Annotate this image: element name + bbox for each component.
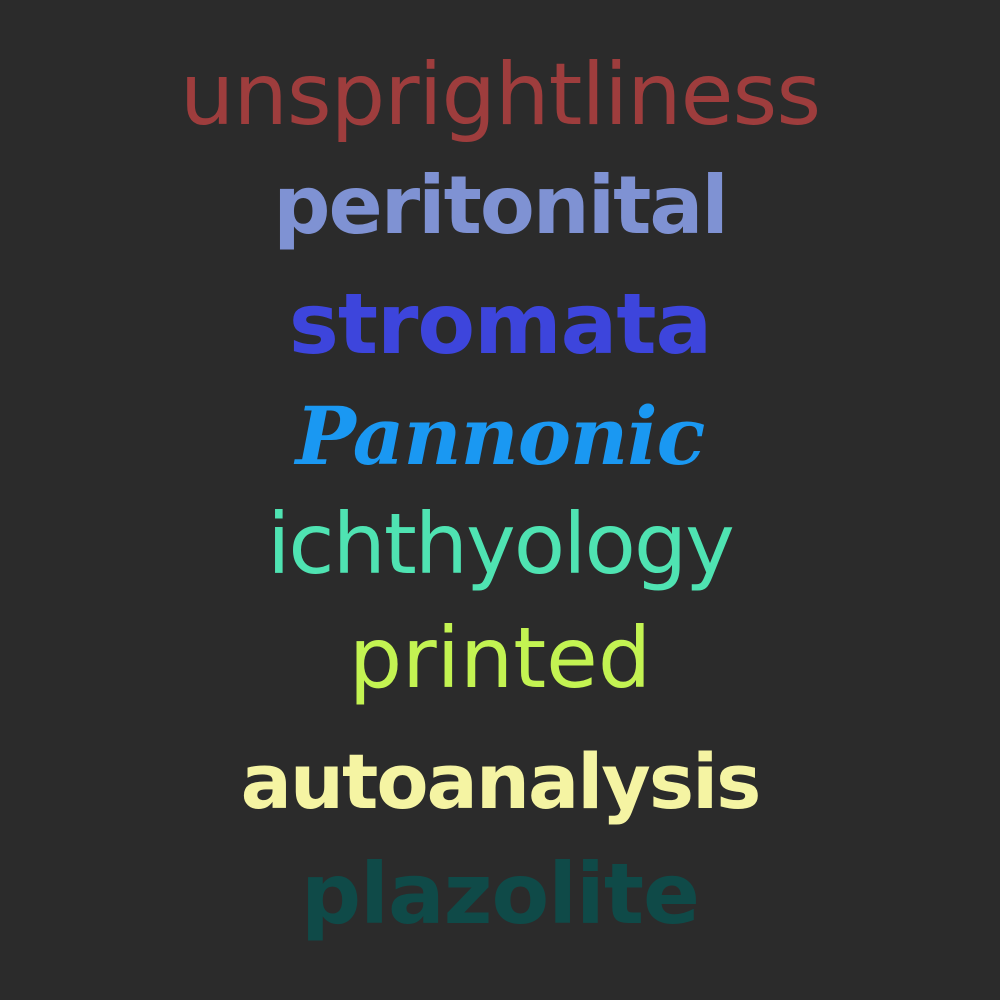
word-stromata: stromata — [288, 275, 712, 373]
word-printed: printed — [348, 609, 652, 707]
word-ichthyology: ichthyology — [267, 495, 735, 593]
word-unsprightliness: unsprightliness — [179, 45, 821, 145]
word-peritonital: peritonital — [273, 159, 729, 252]
word-pannonic: Pannonic — [295, 389, 706, 483]
word-plazolite: plazolite — [301, 845, 700, 943]
word-autoanalysis: autoanalysis — [240, 737, 762, 826]
